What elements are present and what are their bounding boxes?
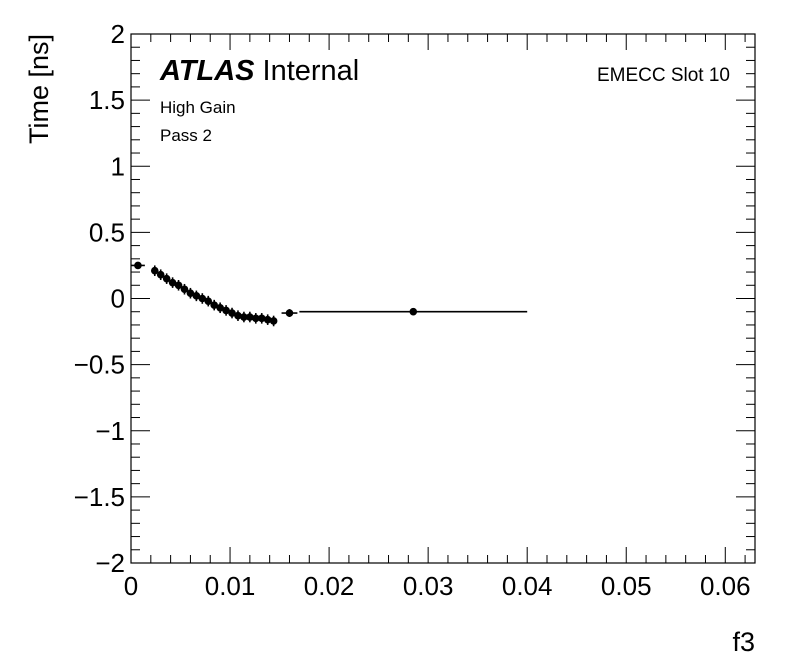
marker <box>168 278 177 287</box>
marker <box>234 311 242 320</box>
data-point <box>210 299 218 311</box>
marker <box>162 274 171 283</box>
y-tick-label: −2 <box>95 548 125 578</box>
y-tick-label: 1.5 <box>89 85 125 115</box>
data-point <box>174 279 183 291</box>
data-point <box>198 293 207 304</box>
marker <box>192 292 201 300</box>
data-point <box>216 302 224 314</box>
x-tick-label: 0.04 <box>502 571 553 601</box>
y-tick-label: 0.5 <box>89 217 125 247</box>
y-tick-label: −0.5 <box>74 350 125 380</box>
data-point <box>240 311 248 323</box>
y-tick-label: 1 <box>111 151 125 181</box>
axis-ticks <box>130 33 755 564</box>
data-points <box>131 261 528 327</box>
marker <box>246 313 254 321</box>
marker <box>180 285 189 294</box>
data-point <box>150 265 159 277</box>
marker <box>210 301 218 309</box>
data-point <box>252 313 260 324</box>
data-point <box>228 307 236 319</box>
marker <box>409 307 418 316</box>
x-tick-label: 0.05 <box>601 571 652 601</box>
x-axis-title: f3 <box>732 627 755 657</box>
y-tick-label: 0 <box>111 284 125 314</box>
marker <box>257 314 266 323</box>
data-point <box>162 273 171 284</box>
atlas-internal-text: Internal <box>263 55 360 87</box>
data-point <box>180 283 189 295</box>
data-point <box>299 307 528 316</box>
gain-label: High Gain <box>160 98 236 117</box>
data-point <box>186 287 195 299</box>
marker <box>134 261 142 270</box>
marker <box>216 303 224 312</box>
slot-label: EMECC Slot 10 <box>597 65 730 86</box>
marker <box>150 266 159 275</box>
x-tick-label: 0.02 <box>304 571 355 601</box>
marker <box>222 306 230 315</box>
marker <box>156 270 165 279</box>
atlas-bold-text: ATLAS <box>159 55 255 87</box>
marker <box>186 289 195 298</box>
y-axis-title: Time [ns] <box>24 34 54 144</box>
data-point <box>234 310 242 321</box>
y-tick-label: 2 <box>111 19 125 49</box>
marker <box>198 294 207 303</box>
x-tick-label: 0.01 <box>205 571 256 601</box>
marker <box>228 309 236 317</box>
data-point <box>222 305 230 316</box>
axis-tick-labels: 0 0.01 0.02 0.03 0.04 0.05 0.06 −2 −1.5 −1 −0.5 0 0.… <box>74 19 751 601</box>
pass-label: Pass 2 <box>160 126 212 145</box>
y-tick-label: −1 <box>95 416 125 446</box>
data-point <box>156 269 165 280</box>
data-point <box>281 309 298 318</box>
data-point <box>192 290 201 302</box>
marker <box>252 314 260 323</box>
x-tick-label: 0 <box>124 571 138 601</box>
marker <box>240 313 248 321</box>
atlas-label: ATLAS Internal <box>159 55 359 87</box>
y-tick-label: −1.5 <box>74 482 125 512</box>
data-point <box>246 311 254 323</box>
data-point <box>131 261 145 270</box>
marker <box>174 281 183 290</box>
marker <box>263 315 272 324</box>
marker <box>269 317 278 325</box>
x-tick-label: 0.06 <box>700 571 751 601</box>
data-point <box>263 314 272 325</box>
data-point <box>269 315 278 327</box>
marker <box>285 309 294 317</box>
marker <box>204 297 213 305</box>
data-point <box>204 295 213 307</box>
data-point <box>257 313 266 324</box>
x-tick-label: 0.03 <box>403 571 454 601</box>
data-point <box>168 277 177 288</box>
